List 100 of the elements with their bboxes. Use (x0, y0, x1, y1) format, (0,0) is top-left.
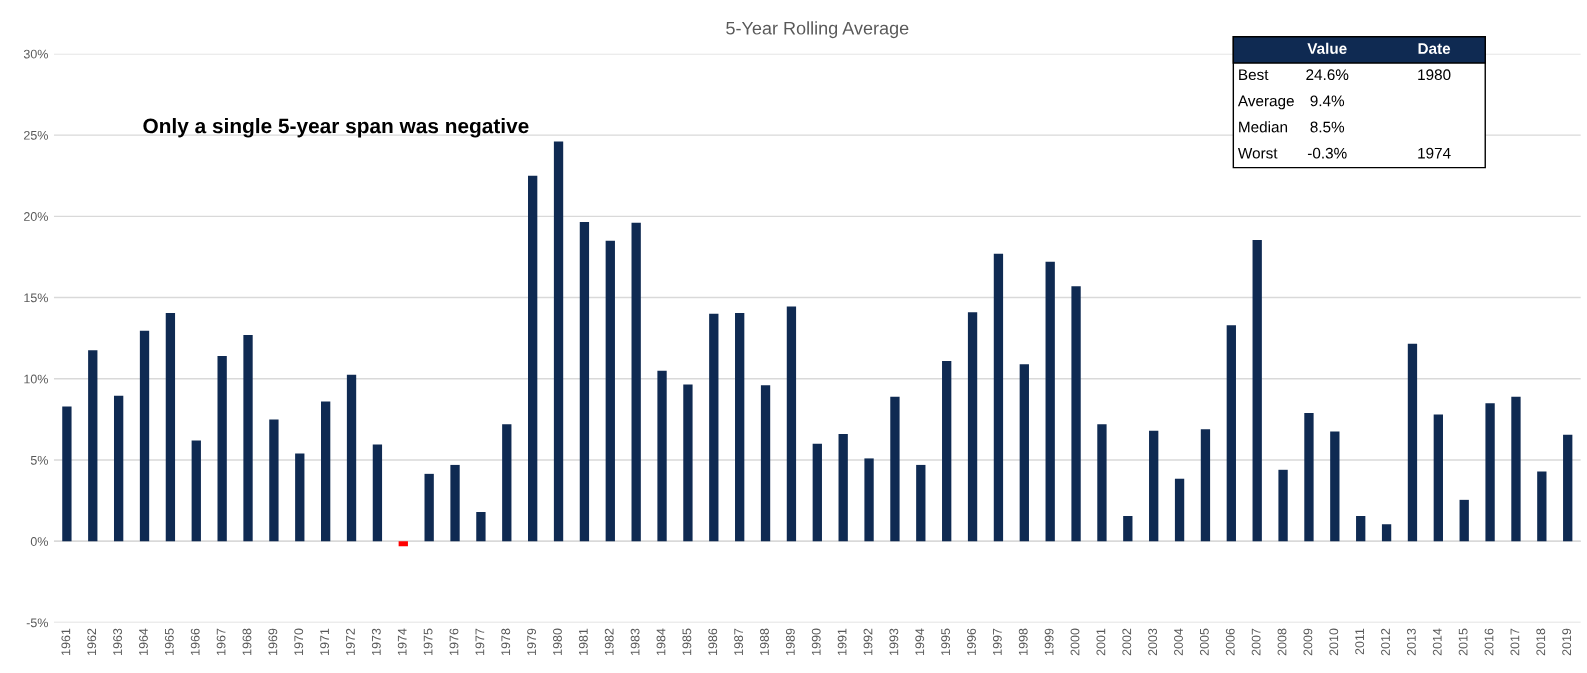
bar (1149, 430, 1159, 542)
annotation: Worst (1237, 147, 1278, 159)
y-tick-label: 25% (24, 130, 48, 140)
x-tick-label: 1979 (527, 628, 537, 655)
annotation: 1980 (1418, 69, 1451, 81)
bar (1097, 424, 1107, 542)
x-tick-label: 1986 (708, 628, 718, 655)
annotation: 1974 (1418, 147, 1451, 159)
bar (1278, 469, 1288, 542)
x-tick-label: 2010 (1329, 628, 1339, 656)
x-tick-label: 1981 (578, 628, 588, 655)
bar (1226, 325, 1236, 542)
bar (735, 313, 745, 542)
bar (295, 453, 305, 542)
chart-title: 5-Year Rolling Average (726, 21, 909, 39)
x-tick-label: 1992 (863, 628, 873, 655)
bar (424, 473, 434, 542)
x-tick-label: 2002 (1122, 628, 1132, 656)
x-tick-label: 2009 (1303, 628, 1313, 656)
bar (812, 443, 822, 542)
x-tick-label: 1980 (553, 628, 562, 655)
bar (890, 396, 900, 542)
bar (864, 458, 874, 542)
x-tick-label: 1965 (164, 628, 174, 655)
bar (1200, 429, 1211, 542)
bar (1304, 412, 1314, 542)
x-tick-label: 2007 (1251, 628, 1261, 656)
bar (528, 175, 538, 542)
bar (683, 384, 693, 542)
x-tick-label: 1964 (139, 628, 148, 655)
annotation: Date (1418, 43, 1451, 54)
x-tick-label: 1989 (785, 628, 795, 655)
x-tick-label: 1988 (760, 628, 769, 655)
bar (605, 240, 615, 542)
bar (942, 360, 952, 542)
bar (502, 424, 512, 542)
y-tick-label: 10% (24, 374, 48, 384)
x-tick-label: 1993 (889, 628, 899, 655)
annotation: Best (1239, 69, 1269, 81)
bar (398, 541, 408, 547)
x-tick-label: 2003 (1148, 628, 1158, 656)
bar (1123, 516, 1133, 542)
bar (88, 350, 98, 542)
x-tick-label: 2013 (1406, 628, 1416, 656)
bar (786, 306, 797, 542)
bar (993, 253, 1004, 542)
x-tick-label: 2008 (1277, 628, 1287, 656)
x-tick-label: 2005 (1199, 628, 1209, 656)
bar (1485, 403, 1495, 542)
x-tick-label: 2004 (1174, 628, 1183, 656)
x-tick-label: 2015 (1458, 628, 1468, 656)
x-tick-label: 1976 (449, 628, 459, 655)
annotation: Only a single 5-year span was negative (143, 118, 529, 138)
bar (553, 141, 564, 542)
bar (1459, 499, 1469, 542)
bar (1174, 478, 1185, 542)
bar (243, 334, 253, 542)
x-tick-label: 1995 (941, 628, 951, 655)
bar (450, 464, 460, 542)
x-tick-label: 1999 (1044, 628, 1054, 655)
x-tick-label: 1967 (216, 628, 226, 655)
annotation: Average (1237, 95, 1294, 110)
x-tick-label: 2006 (1225, 628, 1235, 656)
bar (657, 370, 667, 542)
x-tick-label: 1962 (87, 628, 97, 655)
bar (1330, 431, 1340, 542)
x-tick-label: 1997 (992, 628, 1002, 655)
bar (709, 313, 719, 542)
x-tick-label: 1978 (501, 628, 511, 655)
bar (967, 312, 978, 542)
x-tick-label: 1996 (967, 628, 976, 655)
annotation: Value (1307, 42, 1347, 54)
y-tick-label: 30% (23, 49, 48, 59)
bar (1045, 261, 1055, 542)
bar (217, 356, 227, 542)
y-tick-label: 20% (24, 212, 48, 221)
bar (579, 222, 590, 542)
x-tick-label: 2017 (1510, 628, 1520, 656)
bar (1252, 239, 1262, 542)
x-tick-label: 2018 (1536, 628, 1546, 656)
x-tick-label: 2016 (1484, 628, 1494, 656)
bar (760, 385, 771, 542)
bar (191, 440, 201, 542)
x-tick-label: 1974 (397, 628, 407, 655)
bar (476, 512, 486, 542)
x-tick-label: 1984 (656, 628, 666, 655)
bar (1019, 364, 1029, 542)
x-tick-label: 1977 (475, 628, 485, 655)
bar (1563, 434, 1573, 542)
bar (269, 419, 279, 542)
x-tick-label: 1973 (371, 628, 381, 655)
bar (1356, 516, 1366, 542)
x-tick-label: 1982 (604, 628, 614, 655)
x-tick-label: 1994 (915, 628, 925, 655)
bar (1511, 396, 1521, 542)
annotation: Median (1239, 121, 1288, 133)
x-tick-label: 2001 (1096, 628, 1106, 656)
x-tick-label: 2011 (1355, 628, 1365, 655)
x-tick-label: 1990 (811, 628, 821, 655)
x-tick-label: 2000 (1070, 628, 1080, 656)
